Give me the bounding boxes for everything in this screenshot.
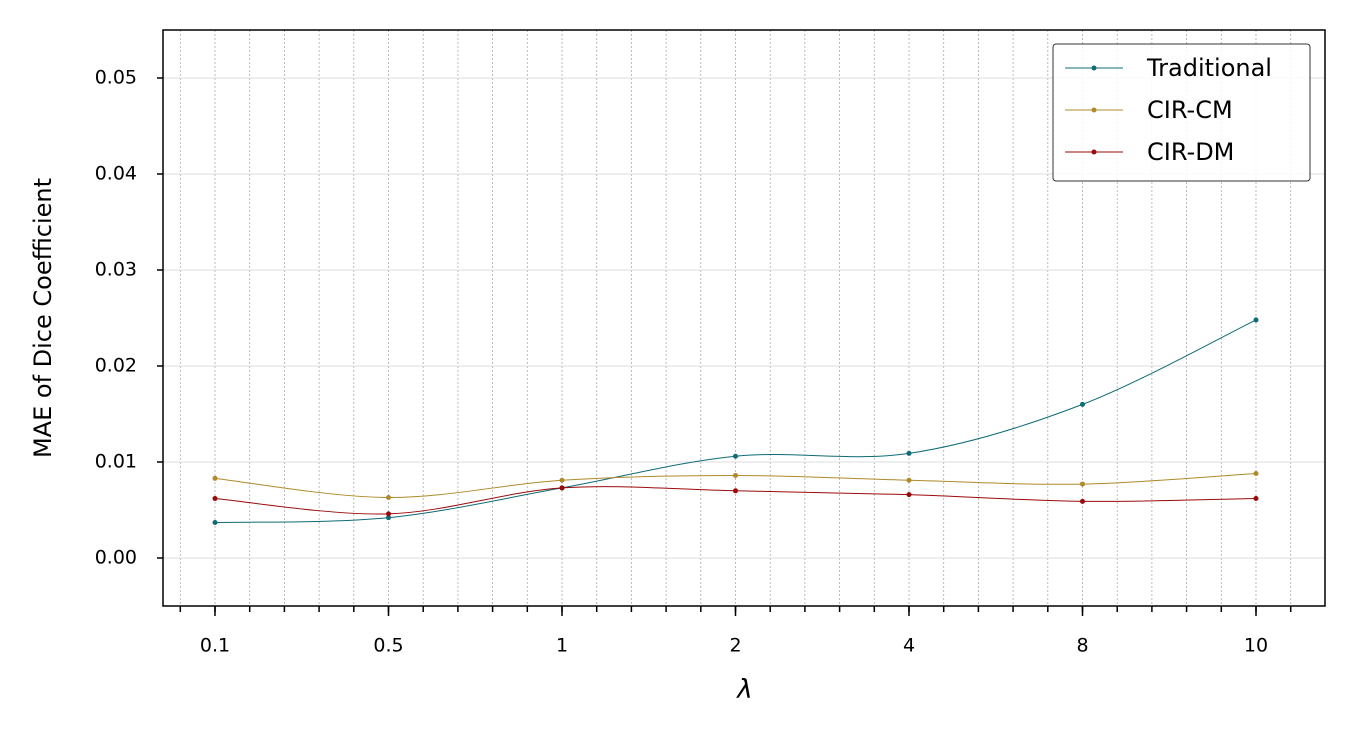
point bbox=[212, 495, 218, 501]
x-tick-label: 10 bbox=[1244, 635, 1268, 657]
x-tick-label: 0.5 bbox=[373, 635, 403, 657]
point bbox=[386, 511, 391, 517]
legend-label: CIR-DM bbox=[1147, 138, 1234, 166]
point bbox=[1080, 401, 1085, 407]
point bbox=[559, 485, 565, 491]
legend-marker bbox=[1091, 65, 1097, 71]
x-tick-label: 1 bbox=[556, 635, 568, 657]
y-tick-label: 0.00 bbox=[95, 547, 137, 569]
point bbox=[906, 450, 912, 456]
point bbox=[1253, 317, 1259, 323]
point bbox=[1080, 498, 1085, 504]
legend-label: CIR-CM bbox=[1147, 96, 1233, 124]
point bbox=[559, 477, 565, 483]
y-tick-label: 0.01 bbox=[95, 451, 137, 473]
x-tick-label: 8 bbox=[1076, 635, 1088, 657]
x-axis-label: λ bbox=[735, 675, 752, 705]
x-tick-label: 0.1 bbox=[200, 635, 230, 657]
point bbox=[906, 477, 912, 483]
x-tick-label: 4 bbox=[903, 635, 915, 657]
point bbox=[1253, 471, 1259, 477]
point bbox=[1080, 481, 1085, 487]
legend-marker bbox=[1091, 149, 1097, 155]
point bbox=[1253, 495, 1259, 501]
y-tick-label: 0.05 bbox=[95, 67, 137, 89]
point bbox=[733, 453, 738, 459]
point bbox=[212, 475, 218, 481]
y-tick-label: 0.02 bbox=[95, 355, 137, 377]
legend-box bbox=[1052, 43, 1311, 182]
point bbox=[906, 492, 912, 498]
y-axis-label: MAE of Dice Coefficient bbox=[29, 178, 57, 458]
legend-label: Traditional bbox=[1146, 54, 1272, 82]
y-tick-label: 0.04 bbox=[95, 163, 137, 185]
point bbox=[733, 488, 738, 494]
plot-frame bbox=[162, 29, 1326, 607]
legend-marker bbox=[1091, 107, 1097, 113]
point bbox=[733, 472, 738, 478]
y-tick-label: 0.03 bbox=[95, 259, 137, 281]
point bbox=[386, 515, 391, 521]
x-tick-label: 2 bbox=[729, 635, 741, 657]
point bbox=[212, 519, 218, 525]
point bbox=[386, 495, 391, 501]
